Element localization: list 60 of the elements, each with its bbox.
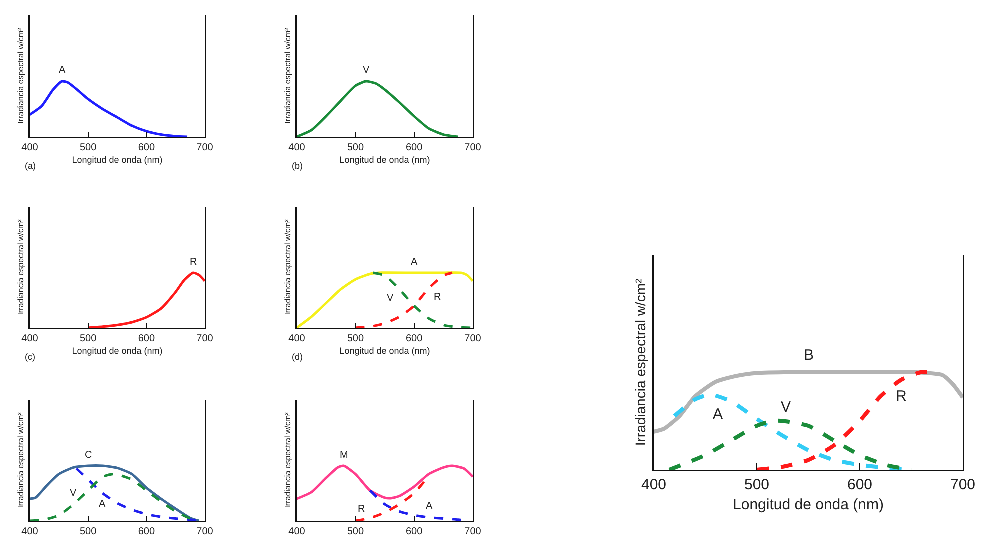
series-label: R <box>358 504 366 515</box>
y-axis-title: Irradiancia espectral w/cm² <box>16 219 26 316</box>
series-label: M <box>340 450 348 461</box>
text: (d) <box>292 352 303 362</box>
series-label: R <box>896 388 907 405</box>
series-label: R <box>190 257 198 268</box>
y-axis-title: Irradiancia espectral w/cm² <box>283 412 292 508</box>
x-tick-label: 400 <box>641 476 667 494</box>
series-label: A <box>713 406 724 423</box>
x-tick-label: 500 <box>744 476 770 494</box>
x-tick-label: 500 <box>80 526 98 536</box>
x-axis-title: Longitud de onda (nm) <box>72 155 163 166</box>
y-axis-title: Irradiancia espectral w/cm² <box>283 28 292 124</box>
series-label: A <box>59 65 66 76</box>
series-label: V <box>363 65 370 76</box>
series-label: R <box>434 292 442 303</box>
series-label: A <box>99 499 106 510</box>
x-tick-label: 400 <box>22 334 39 344</box>
x-tick-label: 400 <box>22 142 39 154</box>
x-tick-label: 500 <box>80 334 98 344</box>
x-tick-label: 700 <box>950 476 976 494</box>
series-label: A <box>411 257 418 268</box>
x-tick-label: 700 <box>464 334 482 344</box>
x-tick-label: 700 <box>464 142 482 154</box>
series-label: V <box>387 293 394 304</box>
x-tick-label: 600 <box>406 334 424 344</box>
text: (a) <box>25 161 36 171</box>
x-tick-label: 600 <box>847 476 873 494</box>
x-tick-label: 400 <box>22 526 39 536</box>
series-label: C <box>85 450 92 461</box>
x-tick-label: 500 <box>347 526 364 536</box>
series-label: V <box>70 488 77 499</box>
text: (c) <box>25 352 36 362</box>
text: (b) <box>292 161 303 171</box>
y-axis-title: Irradiancia espectral w/cm² <box>16 28 26 124</box>
x-tick-label: 400 <box>288 334 306 344</box>
x-tick-label: 700 <box>196 142 214 154</box>
x-tick-label: 600 <box>138 334 156 344</box>
x-tick-label: 600 <box>406 142 424 154</box>
y-axis-title: Irradiancia espectral w/cm² <box>632 278 648 446</box>
x-tick-label: 700 <box>196 526 214 536</box>
x-tick-label: 700 <box>196 334 214 344</box>
x-axis-title: Longitud de onda (nm) <box>733 496 884 514</box>
x-tick-label: 500 <box>347 334 364 344</box>
x-tick-label: 600 <box>138 526 156 536</box>
y-axis-title: Irradiancia espectral w/cm² <box>283 219 292 316</box>
x-tick-label: 600 <box>138 142 156 154</box>
x-axis-title: Longitud de onda (nm) <box>340 155 430 166</box>
x-tick-label: 500 <box>80 142 98 154</box>
x-tick-label: 700 <box>464 526 482 536</box>
x-axis-title: Longitud de onda (nm) <box>72 346 163 356</box>
y-axis-title: Irradiancia espectral w/cm² <box>16 412 26 508</box>
x-axis-title: Longitud de onda (nm) <box>340 346 430 356</box>
series-label: B <box>804 347 814 364</box>
x-tick-label: 400 <box>288 142 306 154</box>
x-tick-label: 400 <box>288 526 306 536</box>
series-label: V <box>781 399 792 416</box>
series-label: A <box>426 501 433 512</box>
x-tick-label: 500 <box>347 142 364 154</box>
x-tick-label: 600 <box>406 526 424 536</box>
